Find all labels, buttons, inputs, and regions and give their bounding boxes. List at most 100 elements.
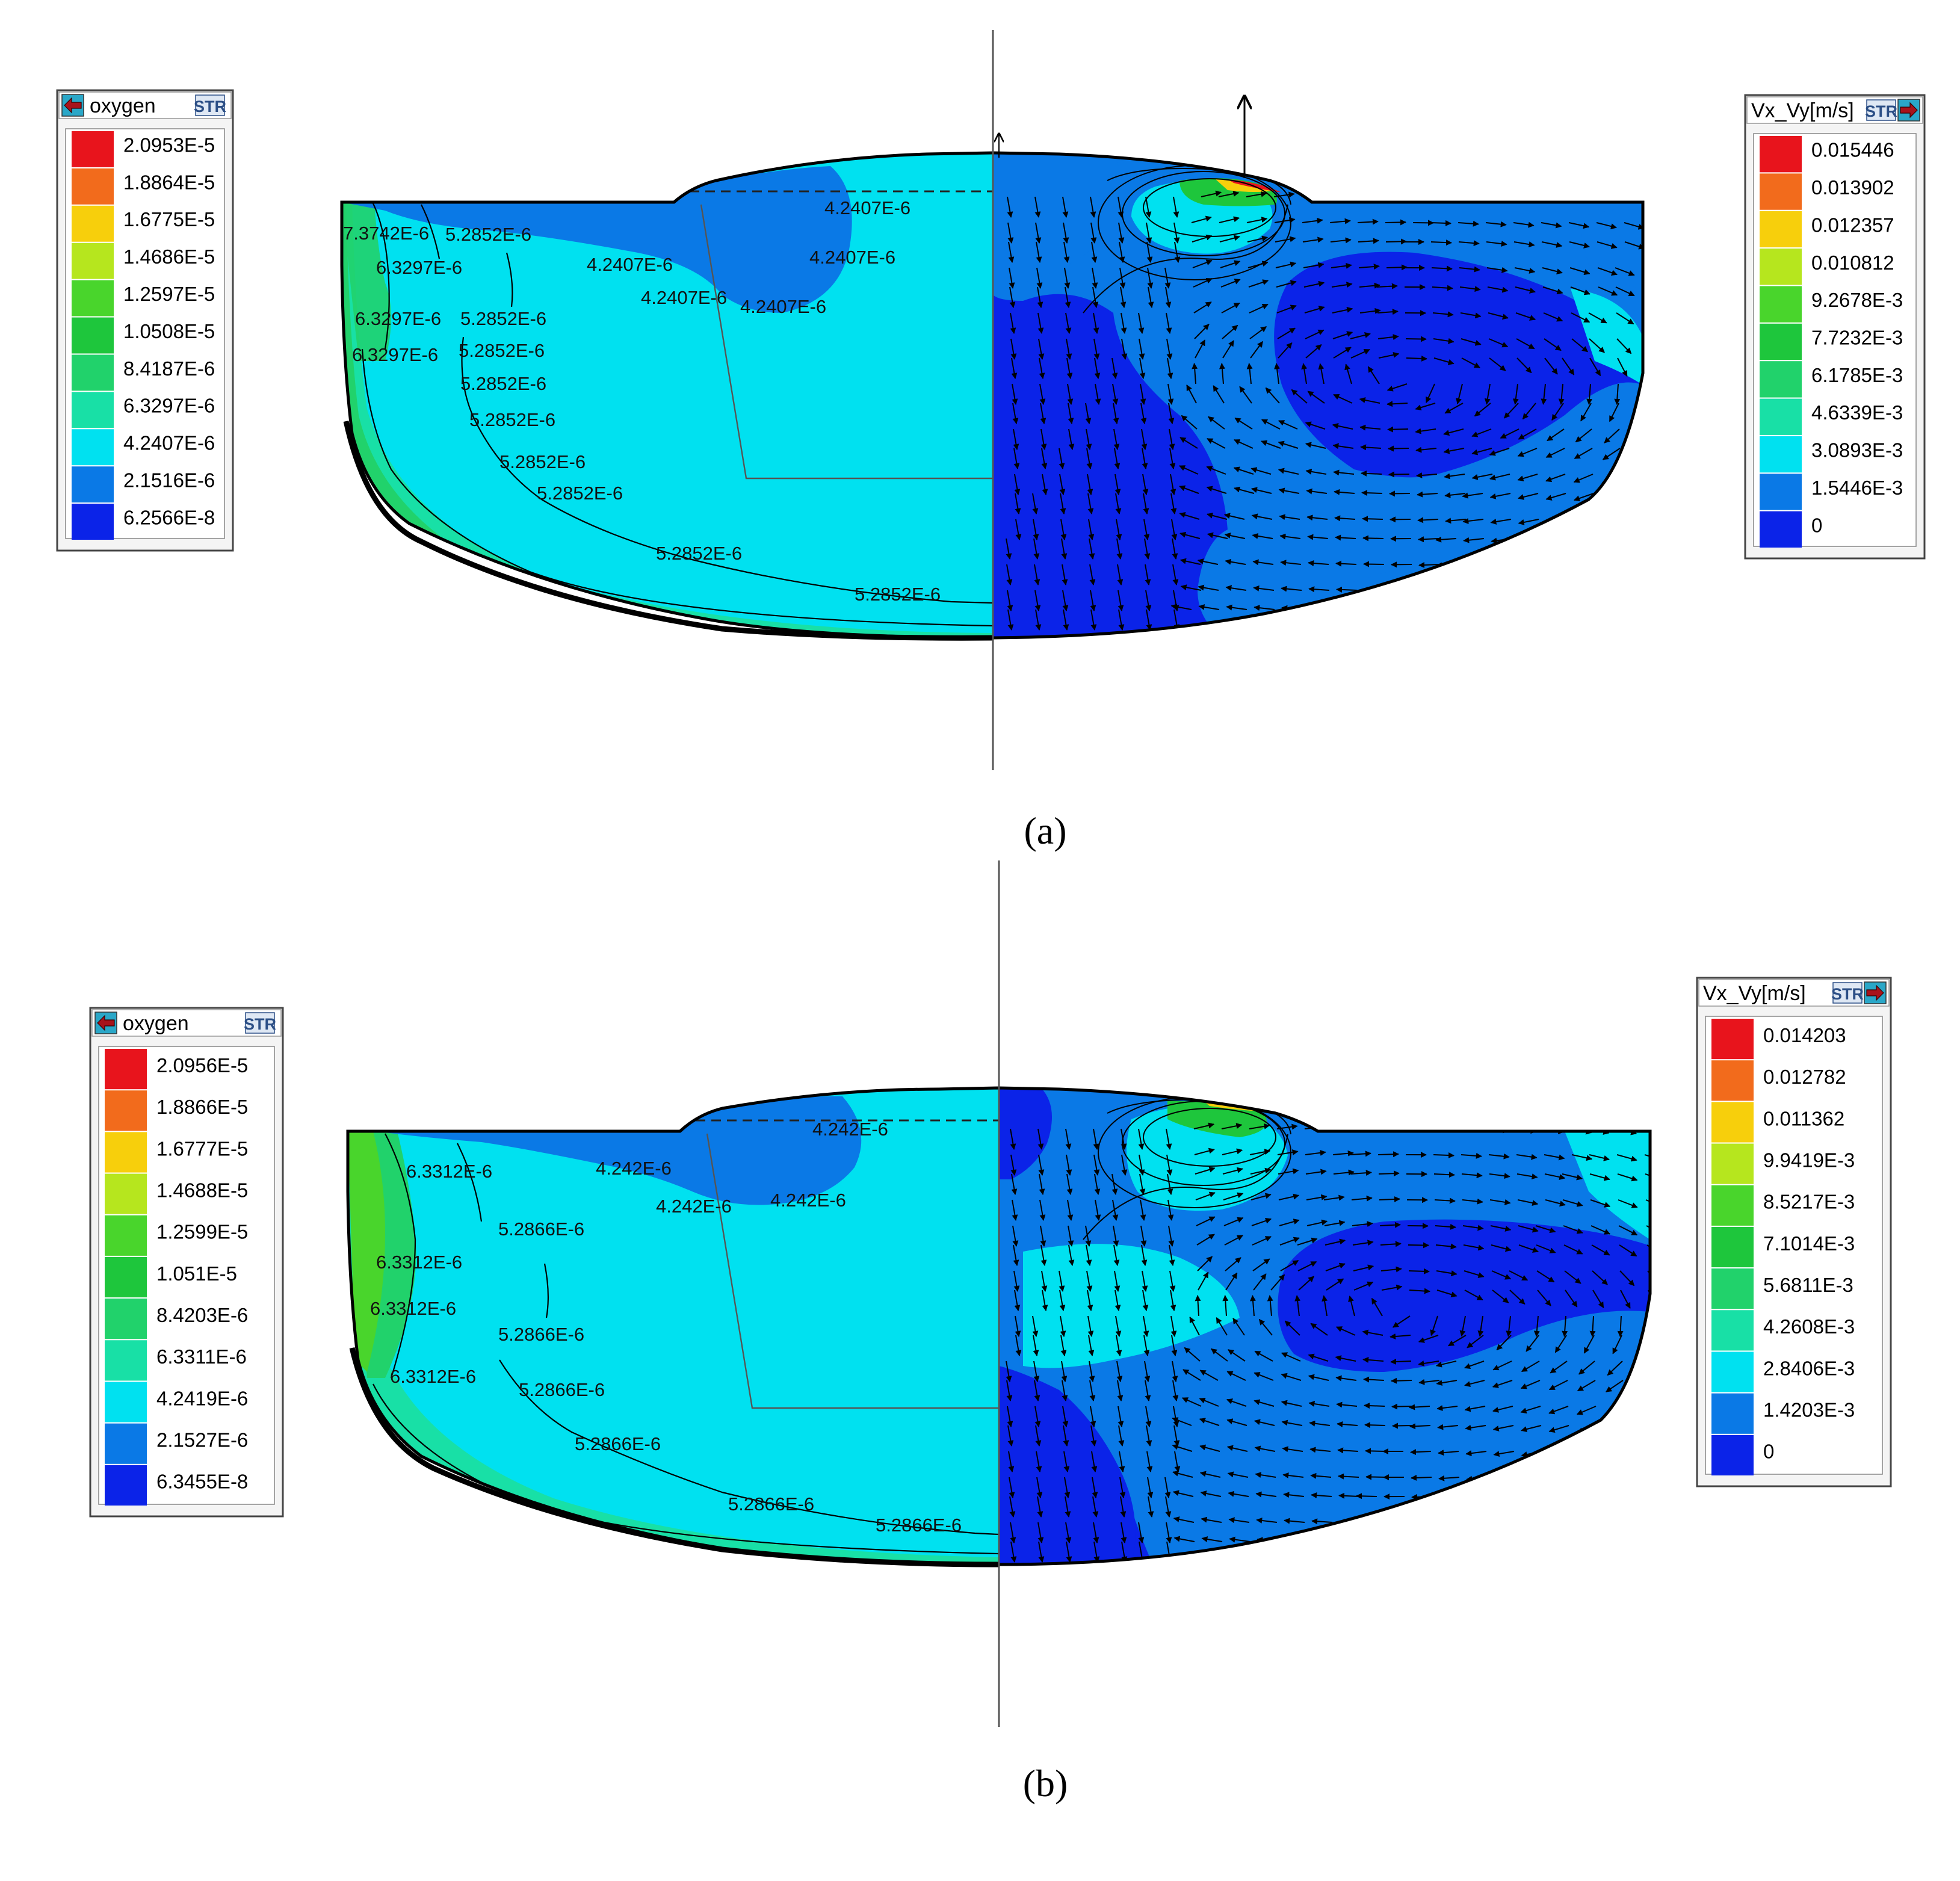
velocity-vector [1617,1173,1638,1182]
left-arrow-icon[interactable] [61,94,84,117]
velocity-vector [1169,1244,1175,1266]
panel-caption-a: (a) [1024,809,1066,852]
velocity-vector [1417,517,1439,524]
velocity-vector [1251,487,1272,494]
legend-swatch [1760,211,1802,248]
legend-value: 2.8406E-3 [1763,1357,1855,1379]
legend-value: 0.014203 [1763,1024,1846,1046]
velocity-vector [1063,222,1069,244]
velocity-vector [1385,238,1407,245]
velocity-vector [1255,1491,1277,1498]
velocity-vector [1490,519,1512,525]
right-arrow-icon[interactable] [1897,99,1920,122]
velocity-vector [1363,1376,1385,1383]
velocity-vector [1574,538,1595,545]
velocity-vector [1199,1418,1220,1426]
velocity-vector [1095,1199,1101,1221]
velocity-vector [1172,1380,1179,1401]
legend-swatch [105,1382,147,1422]
velocity-vector [1390,1358,1412,1365]
velocity-vector [1544,1173,1566,1181]
velocity-vector [1085,403,1092,424]
velocity-vector [1426,383,1435,403]
velocity-vector [1039,1199,1046,1221]
velocity-vector [1334,515,1356,522]
velocity-vector [1485,195,1506,202]
velocity-vector [1037,1522,1044,1543]
left-arrow-icon[interactable] [94,1012,117,1034]
velocity-vector [1362,535,1384,542]
velocity-vector [1246,363,1253,385]
velocity-vector [1228,1517,1250,1524]
velocity-vector [1409,1423,1431,1430]
velocity-vector [1278,1193,1300,1200]
velocity-vector [1436,588,1458,595]
velocity-vector [1193,1122,1215,1129]
velocity-vector [1007,590,1013,611]
velocity-vector [1318,363,1325,385]
velocity-vector [1312,1537,1334,1544]
velocity-vector [1378,351,1400,359]
velocity-vector [1521,1425,1542,1433]
velocity-vector [1226,604,1247,611]
velocity-vector [1065,1522,1072,1543]
velocity-vector [1226,1371,1246,1381]
velocity-vector [1461,1152,1482,1159]
velocity-vector [1114,448,1121,469]
velocity-vector [1621,609,1642,616]
velocity-vector [1619,1244,1637,1257]
right-arrow-icon[interactable] [1864,981,1887,1004]
velocity-vector [1038,338,1045,360]
velocity-vector [1006,538,1012,560]
velocity-vector [1542,267,1563,274]
velocity-vector [1379,1196,1400,1202]
str-badge[interactable]: STR [244,1012,276,1034]
velocity-vector [1305,468,1327,475]
contour-label: 4.242E-6 [596,1158,672,1179]
velocity-vector [1146,222,1152,244]
velocity-vector [1630,448,1643,462]
velocity-vector [1186,385,1197,404]
str-badge[interactable]: STR [194,94,226,116]
velocity-vector [1514,267,1536,274]
legend-swatch [72,205,114,242]
velocity-vector [1145,1380,1151,1401]
contour-label: 7.3742E-6 [343,223,429,244]
velocity-vector [1140,1225,1147,1247]
velocity-vector [1333,394,1353,404]
velocity-vector [1331,282,1353,288]
legend-value: 1.8866E-5 [156,1096,248,1118]
velocity-vector [1118,1406,1124,1427]
velocity-vector [1547,428,1565,442]
velocity-vector [1630,519,1643,528]
velocity-vector [1338,1473,1359,1480]
velocity-vector [1146,609,1152,631]
velocity-vector [1179,558,1201,565]
velocity-vector [1172,1470,1193,1478]
contour-label: 4.2407E-6 [641,287,727,308]
legend-value: 1.4688E-5 [156,1179,248,1201]
legend-swatch [1760,173,1802,210]
velocity-vector [1121,1154,1128,1176]
velocity-vector [1253,585,1275,591]
str-badge[interactable]: STR [1865,99,1897,121]
velocity-vector [1350,1151,1371,1157]
legend-swatch [1711,1226,1754,1268]
velocity-vector [1545,493,1566,501]
velocity-vector [1589,1173,1610,1181]
velocity-vector [1037,286,1043,308]
velocity-vector [1010,1128,1016,1150]
velocity-vector [1489,1199,1511,1205]
velocity-vector [1623,1522,1645,1529]
velocity-vector [1144,1361,1151,1382]
velocity-vector [1201,1516,1222,1523]
velocity-vector [1305,1169,1327,1175]
velocity-vector [1308,586,1330,593]
velocity-vector [1544,357,1558,375]
velocity-vector [1465,1424,1486,1431]
velocity-vector [1435,1243,1457,1250]
velocity-vector [1477,1315,1484,1337]
velocity-vector [1492,1380,1513,1388]
velocity-vector [1225,1257,1241,1271]
str-badge[interactable]: STR [1831,982,1864,1004]
